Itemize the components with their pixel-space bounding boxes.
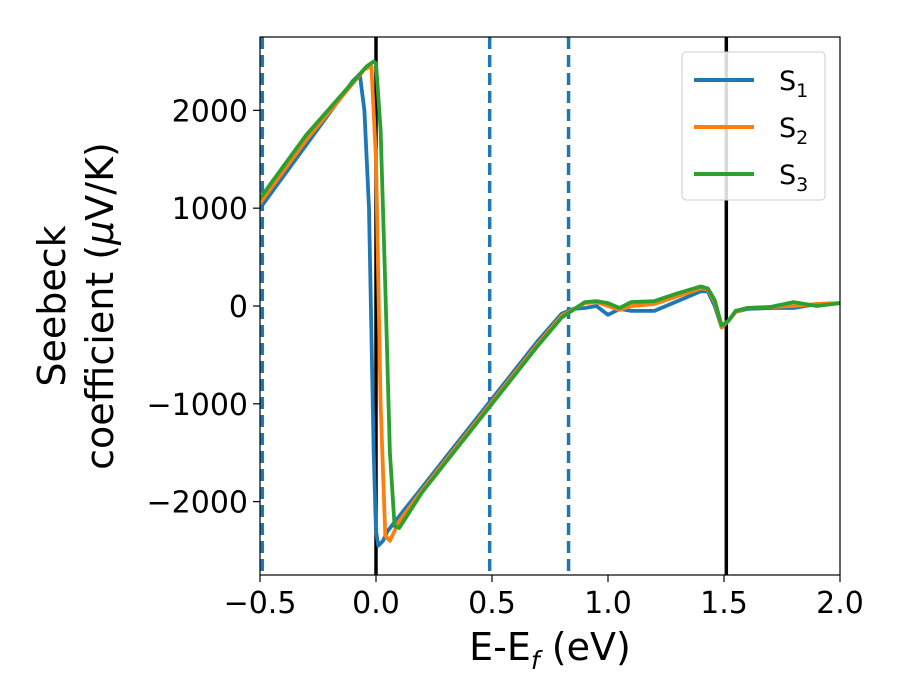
x-tick-label: −0.5 [224,586,297,621]
y-axis: 2000 1000 0 −1000 −2000 [147,94,260,521]
y-tick-label: 2000 [172,94,248,129]
legend-label-s1: S1 [779,66,808,102]
x-tick-label: 0.0 [352,586,400,621]
series-line-s3 [260,59,840,530]
x-axis-label: E-Ef (eV) [469,625,631,675]
y-tick-label: 0 [229,290,248,325]
series-lines [260,59,840,548]
legend: S1 S2 S3 [681,51,826,201]
reference-lines [260,37,729,575]
x-tick-label: 2.0 [816,586,864,621]
x-axis: −0.5 0.0 0.5 1.0 1.5 2.0 [224,575,864,621]
y-axis-label-line2: coefficient (μV/K) [78,142,122,470]
x-tick-label: 1.5 [700,586,748,621]
y-axis-label: Seebeck coefficient (μV/K) [30,142,122,470]
x-tick-label: 1.0 [584,586,632,621]
y-axis-label-line1: Seebeck [30,225,74,386]
y-tick-label: −2000 [147,486,248,521]
y-tick-label: 1000 [172,192,248,227]
y-tick-label: −1000 [147,388,248,423]
legend-label-s3: S3 [779,160,808,196]
legend-label-s2: S2 [779,113,808,149]
x-tick-label: 0.5 [468,586,516,621]
